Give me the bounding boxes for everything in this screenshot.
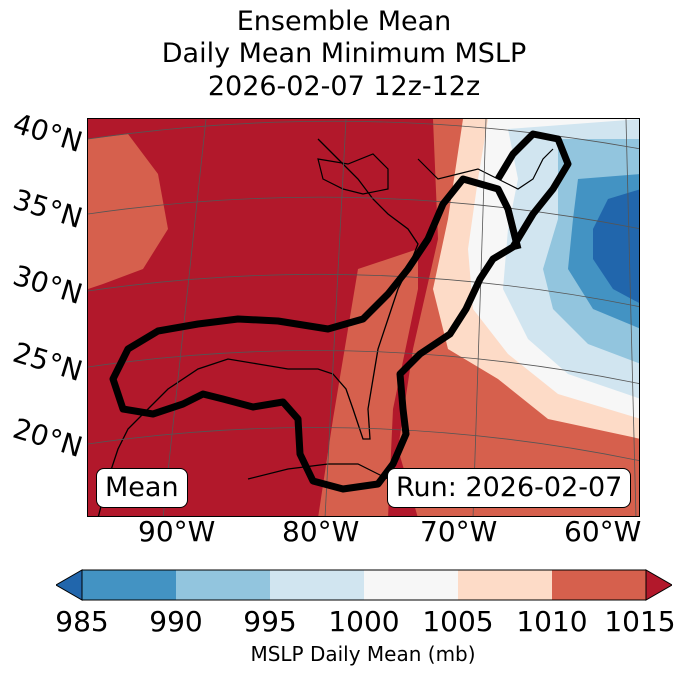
colorbar-tick-985: 985 <box>55 605 109 638</box>
colorbar-extend-low <box>56 569 83 601</box>
colorbar-label: MSLP Daily Mean (mb) <box>250 642 476 666</box>
colorbar-tick-1000: 1000 <box>328 605 400 638</box>
lon-label-90: 90°W <box>138 515 216 548</box>
colorbar-extend-high <box>645 569 672 601</box>
colorbar-segment <box>364 570 459 600</box>
colorbar-segment <box>176 570 271 600</box>
run-label-box: Run: 2026-02-07 <box>387 468 632 508</box>
colorbar-tick-1005: 1005 <box>422 605 494 638</box>
colorbar-tick-990: 990 <box>149 605 203 638</box>
lat-label-20: 20°N <box>9 411 87 464</box>
colorbar <box>56 569 672 601</box>
map-panel: Mean Run: 2026-02-07 <box>87 118 640 517</box>
colorbar-tick-1010: 1010 <box>516 605 588 638</box>
lat-label-25: 25°N <box>9 335 87 388</box>
colorbar-tick-995: 995 <box>243 605 297 638</box>
title-line-1: Ensemble Mean <box>236 6 452 37</box>
colorbar-segment <box>82 570 177 600</box>
mslp-field <box>88 119 639 516</box>
title-line-2: Daily Mean Minimum MSLP <box>161 38 527 69</box>
colorbar-segment <box>552 570 647 600</box>
lat-label-40: 40°N <box>9 106 87 159</box>
lat-label-30: 30°N <box>9 258 87 311</box>
colorbar-segment <box>458 570 553 600</box>
title-line-3: 2026-02-07 12z-12z <box>207 71 481 102</box>
lon-label-70: 70°W <box>420 515 498 548</box>
colorbar-tick-1015: 1015 <box>604 605 676 638</box>
mean-label-box: Mean <box>96 468 188 508</box>
lon-label-60: 60°W <box>564 515 642 548</box>
lon-label-80: 80°W <box>282 515 360 548</box>
lat-label-35: 35°N <box>9 182 87 235</box>
colorbar-segment <box>270 570 365 600</box>
